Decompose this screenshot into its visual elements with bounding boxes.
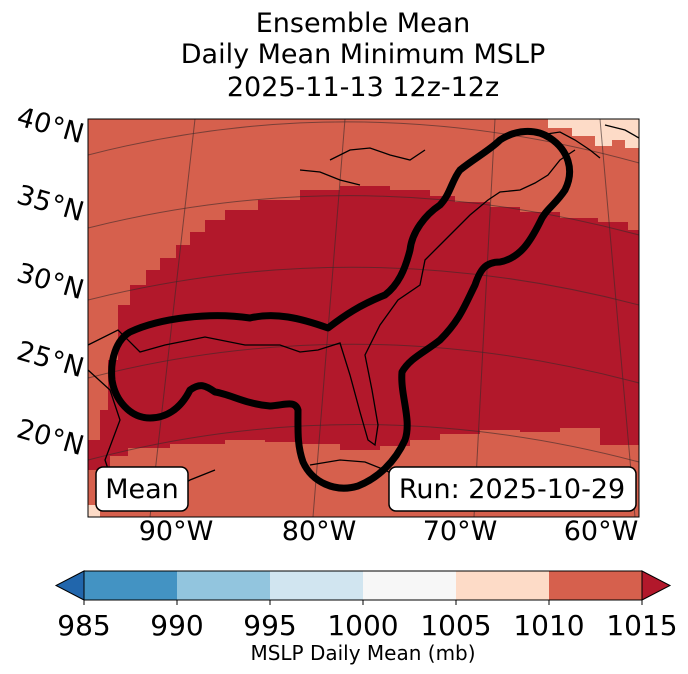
colorbar-tick-label: 1005 (420, 609, 491, 642)
mean-box (95, 466, 189, 512)
colorbar-bin-1000-1005 (363, 571, 457, 600)
colorbar-label: MSLP Daily Mean (mb) (250, 641, 475, 665)
colorbar-tick-label: 1015 (606, 609, 677, 642)
colorbar-tick-label: 985 (57, 609, 110, 642)
chart-title-line-2: Daily Mean Minimum MSLP (181, 39, 546, 70)
longitude-labels: 90°W 80°W 70°W 60°W (139, 516, 639, 547)
chart-title-line-1: Ensemble Mean (256, 8, 471, 39)
lon-label-70: 70°W (423, 516, 498, 547)
colorbar-tick-label: 1000 (327, 609, 398, 642)
colorbar-bin-990-995 (177, 571, 271, 600)
lon-label-80: 80°W (282, 516, 357, 547)
mean-box-label: Mean (105, 474, 179, 505)
latitude-labels: 40°N 35°N 30°N 25°N 20°N (13, 102, 87, 463)
lat-label-40: 40°N (13, 102, 87, 151)
field-1005-1010-northeast (548, 119, 639, 148)
lat-label-25: 25°N (13, 336, 87, 385)
colorbar-tick-label: 995 (243, 609, 296, 642)
mean-annotation: Mean (95, 466, 189, 512)
field-above-1015-region (88, 186, 639, 470)
colorbar: 985 990 995 1000 1005 1010 1015 MSLP Daily Mea… (54, 570, 678, 665)
colorbar-tick-label: 1010 (513, 609, 584, 642)
lon-label-60: 60°W (564, 516, 639, 547)
run-box-label: Run: 2025-10-29 (399, 474, 625, 505)
lat-label-35: 35°N (13, 180, 87, 229)
colorbar-extend-high (641, 570, 672, 601)
colorbar-bin-1005-1010 (456, 571, 550, 600)
colorbar-bin-985-990 (84, 571, 178, 600)
map-frame (87, 118, 640, 518)
lat-label-20: 20°N (13, 414, 87, 463)
lon-label-90: 90°W (139, 516, 214, 547)
chart-title-line-3: 2025-11-13 12z-12z (227, 72, 499, 103)
colorbar-extend-low (54, 570, 85, 601)
map-panel (87, 118, 640, 518)
lat-label-30: 30°N (13, 258, 87, 307)
colorbar-bin-1010-1015 (549, 571, 643, 600)
colorbar-bin-995-1000 (270, 571, 364, 600)
contour-outline (108, 128, 574, 492)
colorbar-tick-label: 990 (150, 609, 203, 642)
run-annotation: Run: 2025-10-29 (388, 466, 637, 512)
run-box (388, 466, 637, 512)
